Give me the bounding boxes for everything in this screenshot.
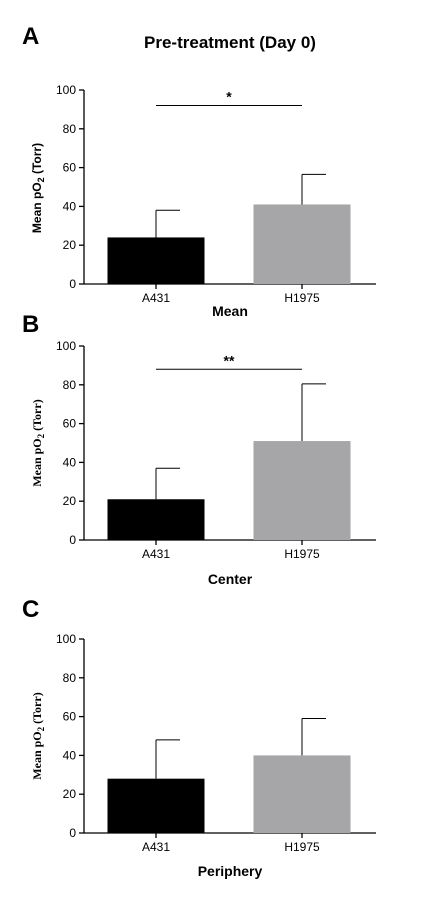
x-axis-label: Periphery — [198, 863, 263, 879]
y-axis-label: Mean pO2 (Torr) — [30, 143, 46, 233]
category-label: A431 — [142, 291, 170, 305]
y-tick-label: 80 — [63, 122, 77, 136]
y-axis-label-main: Mean pO — [30, 182, 44, 233]
y-tick-label: 40 — [63, 199, 77, 213]
panel-b: B Mean pO2 (Torr) Center 0 20 40 60 80 100 A43… — [22, 311, 376, 587]
y-tick-label: 0 — [69, 277, 76, 291]
bar — [107, 499, 205, 540]
bar — [253, 204, 351, 284]
y-tick-label: 0 — [69, 533, 76, 547]
panel-a: A Mean pO2 (Torr) Mean 0 20 40 60 80 100 A431 H… — [22, 23, 376, 319]
category-label: A431 — [142, 547, 170, 561]
y-tick-label: 0 — [69, 826, 76, 840]
bar — [253, 441, 351, 540]
y-axis-label-main: Mean pO — [30, 438, 44, 486]
bar — [107, 778, 205, 833]
y-tick-label: 60 — [63, 710, 77, 724]
panel-letter: A — [22, 23, 39, 50]
bar — [253, 755, 351, 833]
y-axis-label-tail: (Torr) — [30, 143, 44, 177]
y-tick-label: 60 — [63, 161, 77, 175]
y-tick-label: 100 — [56, 339, 76, 353]
y-axis-label-tail: (Torr) — [30, 399, 44, 434]
significance-marker: ** — [224, 352, 235, 368]
significance-marker: * — [226, 89, 232, 105]
x-axis-label: Mean — [212, 303, 248, 319]
y-axis-label: Mean pO2 (Torr) — [30, 692, 46, 779]
y-tick-label: 100 — [56, 83, 76, 97]
y-axis-label: Mean pO2 (Torr) — [30, 399, 46, 486]
y-axis-label-tail: (Torr) — [30, 692, 44, 727]
bar — [107, 237, 205, 284]
category-label: A431 — [142, 840, 170, 854]
y-tick-label: 20 — [63, 787, 77, 801]
y-tick-label: 20 — [63, 238, 77, 252]
category-label: H1975 — [284, 291, 320, 305]
y-axis-label-main: Mean pO — [30, 731, 44, 779]
y-tick-label: 80 — [63, 671, 77, 685]
figure-title: Pre-treatment (Day 0) — [144, 33, 316, 52]
y-axis-label-sub: 2 — [36, 177, 46, 182]
y-tick-label: 40 — [63, 455, 77, 469]
x-axis-label: Center — [208, 571, 253, 587]
y-tick-label: 100 — [56, 632, 76, 646]
category-label: H1975 — [284, 840, 320, 854]
panel-letter: C — [22, 596, 39, 623]
y-axis-label-sub: 2 — [36, 726, 46, 731]
y-tick-label: 20 — [63, 494, 77, 508]
panel-c: C Mean pO2 (Torr) Periphery 0 20 40 60 80 100… — [22, 596, 376, 879]
category-label: H1975 — [284, 547, 320, 561]
y-tick-label: 40 — [63, 748, 77, 762]
y-axis-label-sub: 2 — [36, 433, 46, 438]
y-tick-label: 80 — [63, 378, 77, 392]
y-tick-label: 60 — [63, 417, 77, 431]
panel-letter: B — [22, 311, 39, 338]
